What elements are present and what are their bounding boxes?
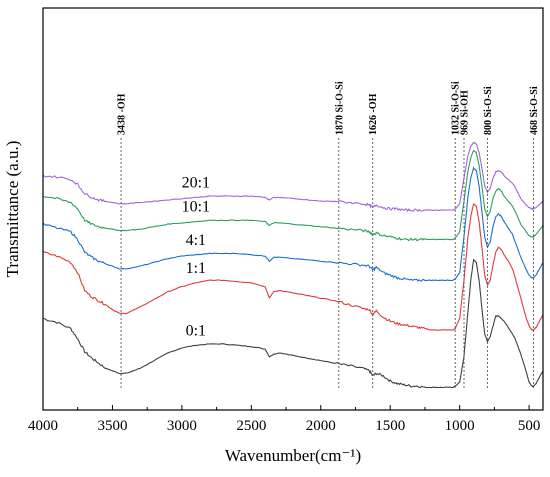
x-tick-label-500: 500 — [518, 418, 541, 434]
series-label-10-1: 10:1 — [182, 199, 210, 216]
annotation-label-468: 468 Si-O-Si — [529, 86, 540, 135]
series-line-10-1 — [42, 149, 544, 242]
series-label-1-1: 1:1 — [186, 260, 206, 277]
annotation-label-1032: 1032 Si-O-Si — [451, 81, 462, 135]
x-tick-label-1500: 1500 — [375, 418, 405, 434]
series-line-20-1 — [42, 141, 544, 213]
series-label-20-1: 20:1 — [182, 174, 210, 191]
series-label-0-1: 0:1 — [186, 322, 206, 339]
x-tick-label-2500: 2500 — [236, 418, 266, 434]
plot-frame — [42, 7, 544, 411]
annotation-label-3438: 3438 -OH — [117, 93, 128, 135]
x-axis-title: Wavenumber(cm⁻¹) — [225, 446, 361, 465]
y-axis-title: Transmittance (a.u.) — [3, 141, 22, 278]
tick-layer: 4000 3500 3000 2500 2000 1500 1000 500 — [28, 405, 540, 434]
annotation-label-800: 800 Si-O-Si — [483, 86, 494, 135]
annotation-layer: 3438 -OH 1870 Si-O-Si 1626 -OH 1032 Si-O-Si… — [117, 81, 540, 390]
x-tick-label-4000: 4000 — [28, 418, 58, 434]
annotation-label-1626: 1626 -OH — [368, 93, 379, 135]
series-line-1-1 — [42, 203, 544, 331]
annotation-label-969: 969 Si-OH — [460, 90, 471, 135]
series-line-0-1 — [42, 258, 544, 389]
x-tick-label-1000: 1000 — [445, 418, 475, 434]
x-tick-label-3500: 3500 — [97, 418, 127, 434]
annotation-label-1870: 1870 Si-O-Si — [334, 81, 345, 135]
series-line-4-1 — [42, 166, 544, 282]
series-label-4-1: 4:1 — [186, 232, 206, 249]
series-label-layer: 0:1 1:1 4:1 10:1 20:1 — [182, 174, 210, 339]
x-tick-label-3000: 3000 — [167, 418, 197, 434]
x-tick-label-2000: 2000 — [306, 418, 336, 434]
series-layer — [42, 141, 544, 389]
